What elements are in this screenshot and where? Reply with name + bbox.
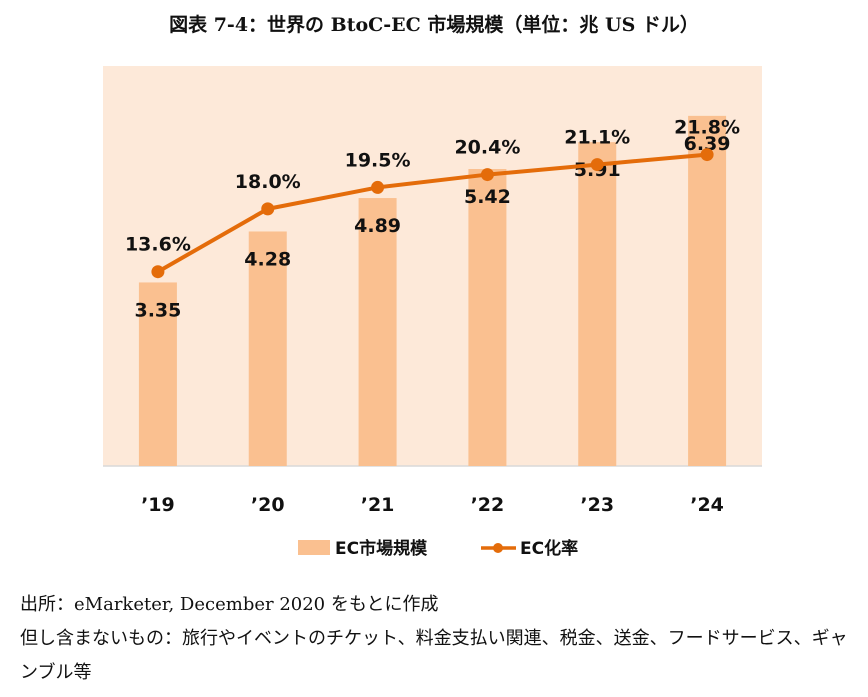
chart-title: 図表 7-4：世界の BtoC-EC 市場規模（単位：兆 US ドル） bbox=[169, 14, 699, 36]
bar bbox=[138, 282, 177, 466]
line-point bbox=[151, 265, 165, 279]
line-point bbox=[480, 168, 494, 182]
bar-data-label: 4.89 bbox=[354, 215, 401, 237]
legend-bar-label: EC市場規模 bbox=[335, 538, 428, 559]
bar bbox=[688, 115, 727, 467]
exclusion-note: 但し含まないもの：旅行やイベントのチケット、料金支払い関連、税金、送金、フードサ… bbox=[20, 628, 848, 683]
bar bbox=[468, 169, 507, 466]
source-note: 出所：eMarketer, December 2020 をもとに作成 bbox=[20, 594, 439, 615]
legend-bar-swatch bbox=[298, 540, 330, 555]
x-tick-label: ’24 bbox=[690, 494, 724, 516]
x-tick-label: ’23 bbox=[580, 494, 614, 516]
line-point bbox=[371, 180, 385, 194]
plot-background bbox=[103, 66, 762, 466]
x-tick-label: ’20 bbox=[251, 494, 285, 516]
line-data-label: 21.8% bbox=[674, 117, 740, 139]
line-point bbox=[590, 158, 604, 172]
line-data-label: 13.6% bbox=[125, 234, 191, 256]
x-tick-label: ’21 bbox=[361, 494, 395, 516]
line-labels: 13.6% 18.0% 19.5% 20.4% 21.1% 21.8% bbox=[125, 117, 740, 256]
line-data-label: 18.0% bbox=[235, 171, 301, 193]
bar-data-label: 4.28 bbox=[244, 248, 291, 270]
legend: EC市場規模 EC化率 bbox=[298, 538, 578, 559]
chart: 3.354.284.895.425.916.39 13.6%18.0%19.5%… bbox=[103, 66, 762, 559]
line-series bbox=[151, 148, 714, 279]
bar-series bbox=[138, 115, 727, 467]
legend-line-marker bbox=[493, 543, 503, 553]
legend-line-label: EC化率 bbox=[520, 538, 578, 559]
bar-data-label: 5.42 bbox=[464, 186, 511, 208]
x-tick-label: ’22 bbox=[471, 494, 505, 516]
bar bbox=[578, 142, 617, 467]
bar bbox=[358, 198, 397, 466]
x-tick-labels: ’19 ’20 ’21 ’22 ’23 ’24 bbox=[141, 494, 724, 516]
line-data-label: 19.5% bbox=[345, 149, 411, 171]
bar-data-label: 3.35 bbox=[134, 299, 181, 321]
bar-labels: 3.354.284.895.425.916.39 bbox=[134, 133, 730, 322]
bar-data-label: 6.39 bbox=[684, 133, 731, 155]
line-data-label: 21.1% bbox=[564, 127, 630, 149]
line-data-label: 20.4% bbox=[454, 137, 520, 159]
line-point bbox=[700, 148, 714, 162]
line-path bbox=[156, 152, 708, 274]
x-tick-label: ’19 bbox=[141, 494, 175, 516]
bar bbox=[248, 231, 287, 466]
line-point bbox=[261, 202, 275, 216]
